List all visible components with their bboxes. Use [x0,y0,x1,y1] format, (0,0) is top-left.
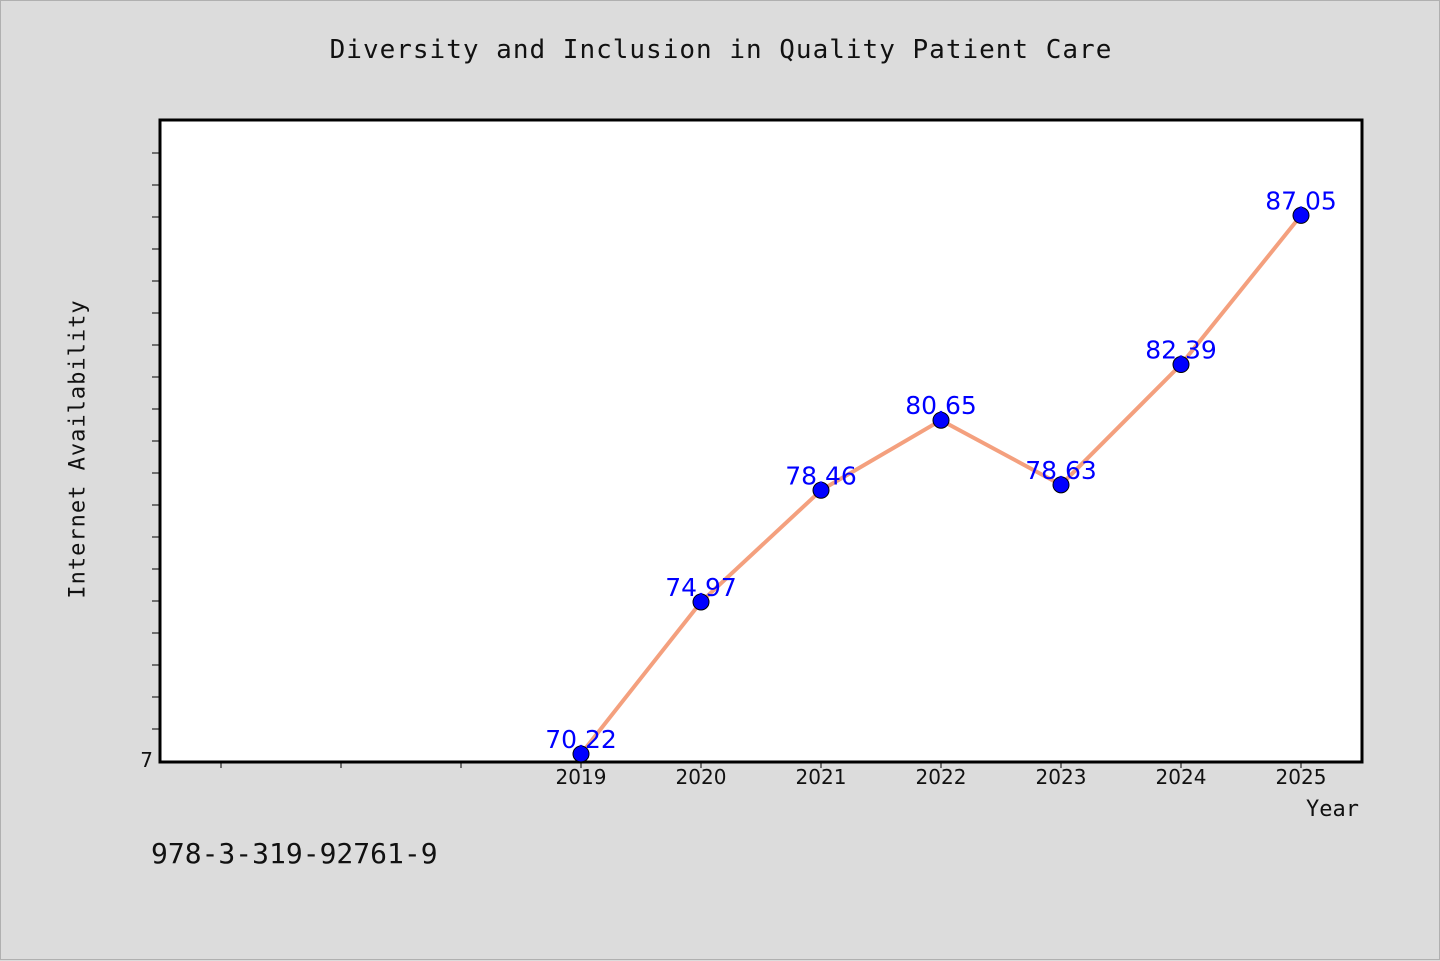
data-point [932,411,950,429]
data-point [692,593,710,611]
data-point [572,745,590,763]
data-label: 82.39 [1145,336,1217,365]
data-point [1292,206,1310,224]
x-tick-label: 2021 [796,765,847,789]
x-tick-label: 2020 [676,765,727,789]
data-labels-group: 70.22 74.97 78.46 80.65 78.63 82.39 87.05 [545,186,1337,754]
data-point [1052,476,1070,494]
data-point [1172,356,1190,374]
chart-title: Diversity and Inclusion in Quality Patie… [329,35,1113,65]
x-axis-label: Year [1306,797,1359,822]
data-label: 87.05 [1265,186,1337,215]
x-tick-label: 2023 [1036,765,1087,789]
data-label: 78.46 [785,461,857,490]
y-tick-label: 7 [140,748,153,772]
x-tick-label: 2024 [1156,765,1207,789]
isbn-text: 978-3-319-92761-9 [151,837,438,870]
data-label: 80.65 [905,391,977,420]
axes: 7 2019 2020 2021 2022 2023 2024 2025 [140,152,1327,789]
x-tick-label: 2022 [916,765,967,789]
data-label: 70.22 [545,725,617,754]
data-label: 78.63 [1025,456,1097,485]
data-label: 74.97 [665,573,737,602]
x-tick-label: 2025 [1276,765,1327,789]
plot-area [158,118,1364,764]
markers-group [572,206,1310,763]
x-tick-label: 2019 [556,765,607,789]
data-point [812,481,830,499]
